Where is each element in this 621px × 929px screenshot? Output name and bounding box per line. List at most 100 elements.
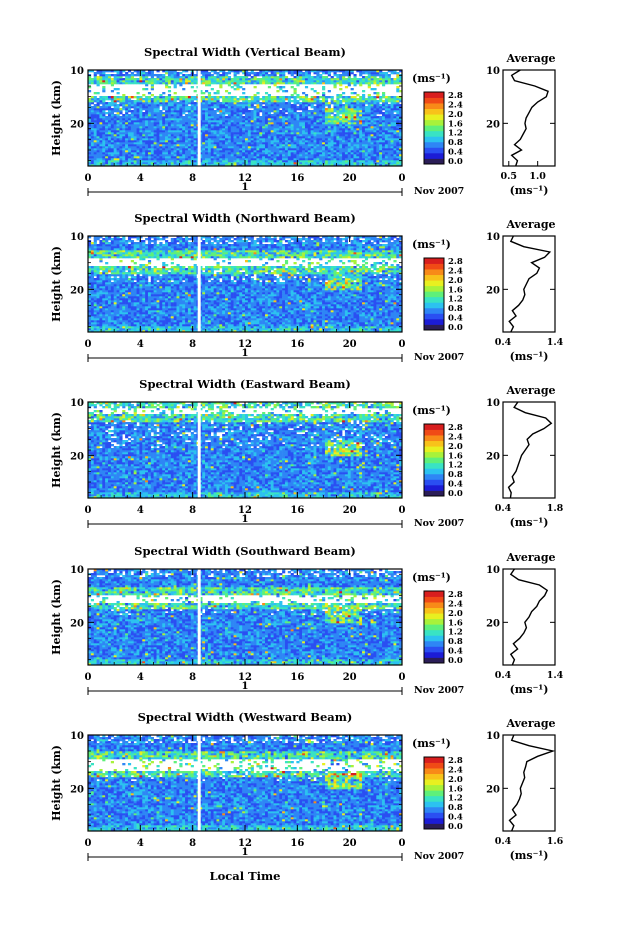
date-label: Nov 2007 <box>414 851 464 862</box>
colorbar-segment <box>424 147 444 154</box>
colorbar-tick-label: 2.4 <box>448 100 463 110</box>
colorbar-segment <box>424 307 444 314</box>
colorbar-segment <box>424 479 444 486</box>
avg-y-tick-label: 20 <box>486 618 500 629</box>
colorbar-tick-label: 0.8 <box>448 138 463 148</box>
colorbar-tick-label: 2.8 <box>448 590 463 600</box>
x-tick-label: 12 <box>238 672 252 683</box>
colorbar-segment <box>424 97 444 104</box>
x-tick-label: 0 <box>399 672 406 683</box>
average-profile: Average 20 10 0.4 1.6 (ms⁻¹) <box>486 717 564 862</box>
heatmap <box>88 402 403 499</box>
colorbar-segment <box>424 624 444 631</box>
avg-y-tick-label: 10 <box>486 731 500 742</box>
y-tick-label: 20 <box>70 119 84 130</box>
x-tick-label: 20 <box>343 173 357 184</box>
x-tick-label: 16 <box>290 838 304 849</box>
average-profile-line <box>509 568 549 666</box>
colorbar-tick-label: 1.2 <box>448 295 463 305</box>
y-tick-label: 20 <box>70 285 84 296</box>
colorbar-frame <box>423 756 445 830</box>
colorbar-segment <box>424 429 444 436</box>
y-tick-label: 10 <box>70 398 84 409</box>
x-tick-label: 8 <box>189 838 196 849</box>
panel-2: Spectral Width (Northward Beam)2010Heigh… <box>50 211 564 363</box>
y-axis-label: Height (km) <box>50 80 63 156</box>
x-tick-label: 20 <box>343 672 357 683</box>
colorbar-tick-label: 2.4 <box>448 266 463 276</box>
colorbar-tick-label: 0.0 <box>448 656 463 666</box>
colorbar-segment <box>424 657 444 664</box>
colorbar-segment <box>424 446 444 453</box>
colorbar-segment <box>424 607 444 614</box>
colorbar-unit: (ms⁻¹) <box>412 571 451 584</box>
colorbar-segment <box>424 762 444 769</box>
colorbar-segment <box>424 114 444 121</box>
average-title: Average <box>505 551 555 564</box>
colorbar-segment <box>424 440 444 447</box>
colorbar-segment <box>424 108 444 115</box>
avg-x-tick-label: 1.4 <box>547 670 564 681</box>
colorbar-tick-label: 0.0 <box>448 489 463 499</box>
colorbar-segment <box>424 801 444 808</box>
colorbar: (ms⁻¹) 2.82.42.01.61.20.80.40.0 <box>412 737 463 832</box>
average-profile: Average 20 10 0.4 1.4 (ms⁻¹) <box>486 218 564 363</box>
colorbar-segment <box>424 269 444 276</box>
colorbar-tick-label: 2.0 <box>448 110 463 120</box>
colorbar-segment <box>424 602 444 609</box>
x-tick-label: 16 <box>290 339 304 350</box>
y-tick-label: 20 <box>70 451 84 462</box>
colorbar-unit: (ms⁻¹) <box>412 404 451 417</box>
x-tick-label: 20 <box>343 838 357 849</box>
colorbar-tick-label: 1.6 <box>448 618 463 628</box>
x-tick-label: 0 <box>85 838 92 849</box>
colorbar-tick-label: 2.4 <box>448 765 463 775</box>
colorbar-tick-label: 0.4 <box>448 314 463 324</box>
average-frame <box>502 69 556 167</box>
avg-x-label: (ms⁻¹) <box>510 683 549 696</box>
x-tick-label: 8 <box>189 339 196 350</box>
panel-title: Spectral Width (Northward Beam) <box>134 211 356 225</box>
colorbar-tick-label: 2.8 <box>448 257 463 267</box>
avg-x-tick-label: 0.5 <box>501 171 518 182</box>
average-profile-line <box>507 401 553 499</box>
colorbar: (ms⁻¹) 2.82.42.01.61.20.80.40.0 <box>412 72 463 167</box>
colorbar-segment <box>424 313 444 320</box>
panel-5: Spectral Width (Westward Beam)2010Height… <box>50 710 564 862</box>
colorbar-tick-label: 1.2 <box>448 628 463 638</box>
colorbar-frame <box>423 590 445 664</box>
average-title: Average <box>505 52 555 65</box>
colorbar-tick-label: 0.4 <box>448 813 463 823</box>
day-marker: 1 <box>242 514 249 525</box>
colorbar-segment <box>424 130 444 137</box>
colorbar-segment <box>424 125 444 132</box>
colorbar-segment <box>424 640 444 647</box>
data-gap <box>197 569 201 665</box>
colorbar-segment <box>424 324 444 331</box>
day-marker: 1 <box>242 348 249 359</box>
colorbar-segment <box>424 103 444 110</box>
x-tick-label: 0 <box>399 339 406 350</box>
average-profile: Average 20 10 0.5 1.0 (ms⁻¹) <box>486 52 556 197</box>
colorbar-tick-label: 2.8 <box>448 756 463 766</box>
data-gap <box>197 402 201 498</box>
average-profile-line <box>508 734 556 832</box>
data-gap <box>197 735 201 831</box>
average-frame <box>502 235 556 333</box>
heatmap <box>88 569 403 666</box>
colorbar: (ms⁻¹) 2.82.42.01.61.20.80.40.0 <box>412 571 463 666</box>
avg-x-tick-label: 0.4 <box>495 503 512 514</box>
colorbar-tick-label: 2.8 <box>448 423 463 433</box>
x-tick-label: 16 <box>290 672 304 683</box>
colorbar: (ms⁻¹) 2.82.42.01.61.20.80.40.0 <box>412 238 463 333</box>
x-tick-label: 4 <box>137 838 144 849</box>
x-axis-label: Local Time <box>210 869 281 883</box>
colorbar-tick-label: 1.6 <box>448 285 463 295</box>
colorbar-tick-label: 0.4 <box>448 148 463 158</box>
avg-x-label: (ms⁻¹) <box>510 184 549 197</box>
avg-y-tick-label: 10 <box>486 565 500 576</box>
avg-y-tick-label: 20 <box>486 784 500 795</box>
average-title: Average <box>505 384 555 397</box>
colorbar-tick-label: 1.6 <box>448 119 463 129</box>
heatmap <box>88 70 403 167</box>
